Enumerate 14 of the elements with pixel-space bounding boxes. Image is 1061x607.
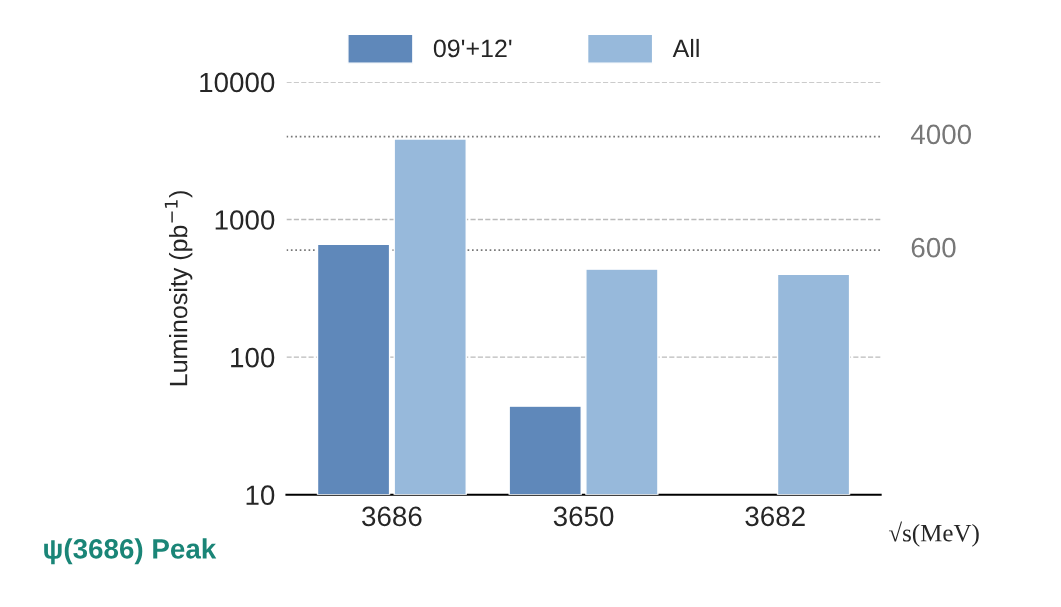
text: ψ(3686) Peak [44, 538, 217, 565]
x-axis-title: √s(MeV) [888, 521, 979, 547]
legend-label: All [672, 38, 699, 58]
x-tick-label: 3682 [745, 506, 805, 527]
ref-line-label: 600 [911, 237, 956, 258]
y-axis-title: Luminosity (pb$^{−1}$) [164, 191, 193, 386]
x-tick-label: 3686 [362, 506, 422, 527]
y-tick-label: 10000 [200, 72, 275, 93]
y-tick-label: 100 [231, 347, 275, 368]
y-tick-label: 1000 [215, 210, 275, 230]
ref-line-label: 4000 [910, 124, 972, 145]
y-tick-label: 10 [246, 485, 275, 506]
x-tick-label: 3650 [553, 506, 614, 527]
legend-label: 09'+12' [433, 39, 512, 58]
